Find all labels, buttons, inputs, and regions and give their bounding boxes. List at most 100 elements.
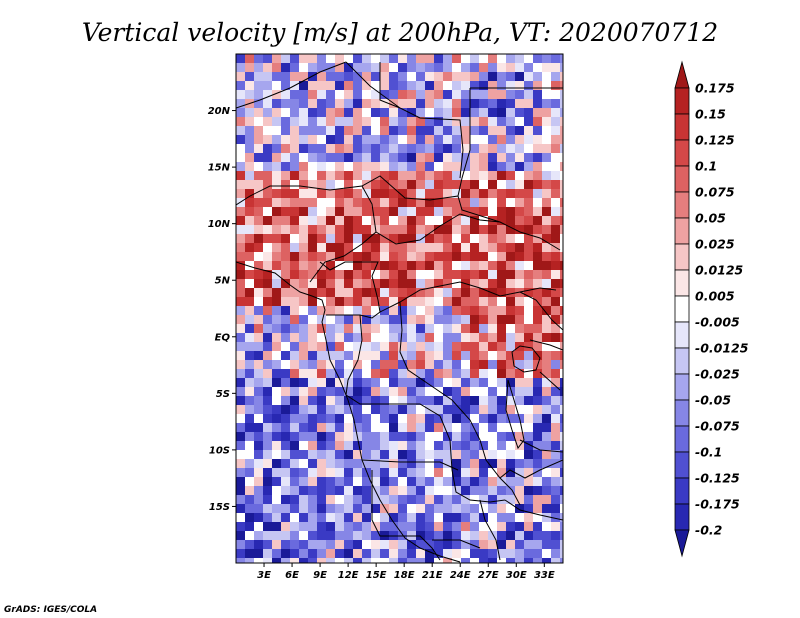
heat-cell: [389, 396, 399, 406]
heat-cell: [254, 441, 264, 451]
heat-cell: [488, 405, 498, 415]
heat-cell: [470, 126, 480, 136]
heat-cell: [362, 99, 372, 109]
heat-cell: [344, 504, 354, 514]
heat-cell: [263, 315, 273, 325]
heat-cell: [488, 279, 498, 289]
heat-cell: [299, 243, 309, 253]
heat-cell: [236, 72, 246, 82]
heat-cell: [389, 513, 399, 523]
heat-cell: [389, 315, 399, 325]
heat-cell: [335, 423, 345, 433]
heat-cell: [272, 495, 282, 505]
heat-cell: [524, 117, 534, 127]
heat-cell: [398, 189, 408, 199]
heat-cell: [326, 459, 336, 469]
heat-cell: [524, 279, 534, 289]
heat-cell: [479, 126, 489, 136]
heat-cell: [425, 288, 435, 298]
heat-cell: [254, 360, 264, 370]
heat-cell: [272, 441, 282, 451]
heat-cell: [308, 144, 318, 154]
heat-cell: [560, 504, 563, 514]
heat-cell: [560, 360, 563, 370]
heat-cell: [515, 198, 525, 208]
heat-cell: [470, 513, 480, 523]
heat-cell: [506, 423, 516, 433]
heat-cell: [416, 153, 426, 163]
heat-cell: [434, 225, 444, 235]
heat-cell: [398, 324, 408, 334]
heat-cell: [479, 423, 489, 433]
heat-cell: [362, 144, 372, 154]
heat-cell: [434, 126, 444, 136]
heat-cell: [371, 360, 381, 370]
heat-cell: [281, 441, 291, 451]
heat-cell: [533, 279, 543, 289]
heat-cell: [272, 522, 282, 532]
heat-cell: [416, 180, 426, 190]
heat-cell: [425, 270, 435, 280]
heat-cell: [317, 441, 327, 451]
heat-cell: [317, 486, 327, 496]
heat-cell: [560, 414, 563, 424]
heat-cell: [470, 324, 480, 334]
heat-cell: [317, 558, 327, 563]
heat-cell: [380, 342, 390, 352]
heat-cell: [488, 108, 498, 118]
heat-cell: [416, 126, 426, 136]
heat-cell: [560, 207, 563, 217]
heat-cell: [452, 495, 462, 505]
heat-cell: [344, 378, 354, 388]
heat-cell: [497, 351, 507, 361]
heat-cell: [551, 234, 561, 244]
heat-cell: [290, 90, 300, 100]
heat-cell: [425, 162, 435, 172]
heat-cell: [344, 369, 354, 379]
heat-cell: [497, 504, 507, 514]
heat-cell: [407, 306, 417, 316]
heat-cell: [452, 261, 462, 271]
heat-cell: [326, 135, 336, 145]
heat-cell: [326, 441, 336, 451]
heat-cell: [524, 423, 534, 433]
heat-cell: [497, 531, 507, 541]
heat-cell: [515, 189, 525, 199]
heat-cell: [461, 495, 471, 505]
heat-cell: [407, 153, 417, 163]
heat-cell: [353, 297, 363, 307]
colorbar-label: 0.175: [695, 81, 735, 96]
heat-cell: [290, 351, 300, 361]
heat-cell: [254, 351, 264, 361]
heat-cell: [326, 540, 336, 550]
heat-cell: [281, 216, 291, 226]
heat-cell: [434, 243, 444, 253]
heat-cell: [326, 270, 336, 280]
heat-cell: [560, 396, 563, 406]
heat-cell: [425, 99, 435, 109]
heat-cell: [506, 261, 516, 271]
heat-cell: [515, 108, 525, 118]
heat-cell: [452, 243, 462, 253]
heat-cell: [380, 81, 390, 91]
heat-cell: [479, 243, 489, 253]
heat-cell: [299, 513, 309, 523]
heat-cell: [353, 468, 363, 478]
heat-cell: [533, 306, 543, 316]
heat-cell: [515, 486, 525, 496]
heat-cell: [452, 360, 462, 370]
heat-cell: [308, 243, 318, 253]
heat-cell: [497, 162, 507, 172]
heat-cell: [299, 540, 309, 550]
heat-cell: [524, 405, 534, 415]
heat-cell: [416, 495, 426, 505]
heat-cell: [272, 378, 282, 388]
heat-cell: [461, 270, 471, 280]
heat-cell: [389, 234, 399, 244]
heat-cell: [344, 495, 354, 505]
heat-cell: [335, 315, 345, 325]
heat-cell: [407, 288, 417, 298]
heat-cell: [281, 144, 291, 154]
heat-cell: [452, 396, 462, 406]
heat-cell: [371, 306, 381, 316]
